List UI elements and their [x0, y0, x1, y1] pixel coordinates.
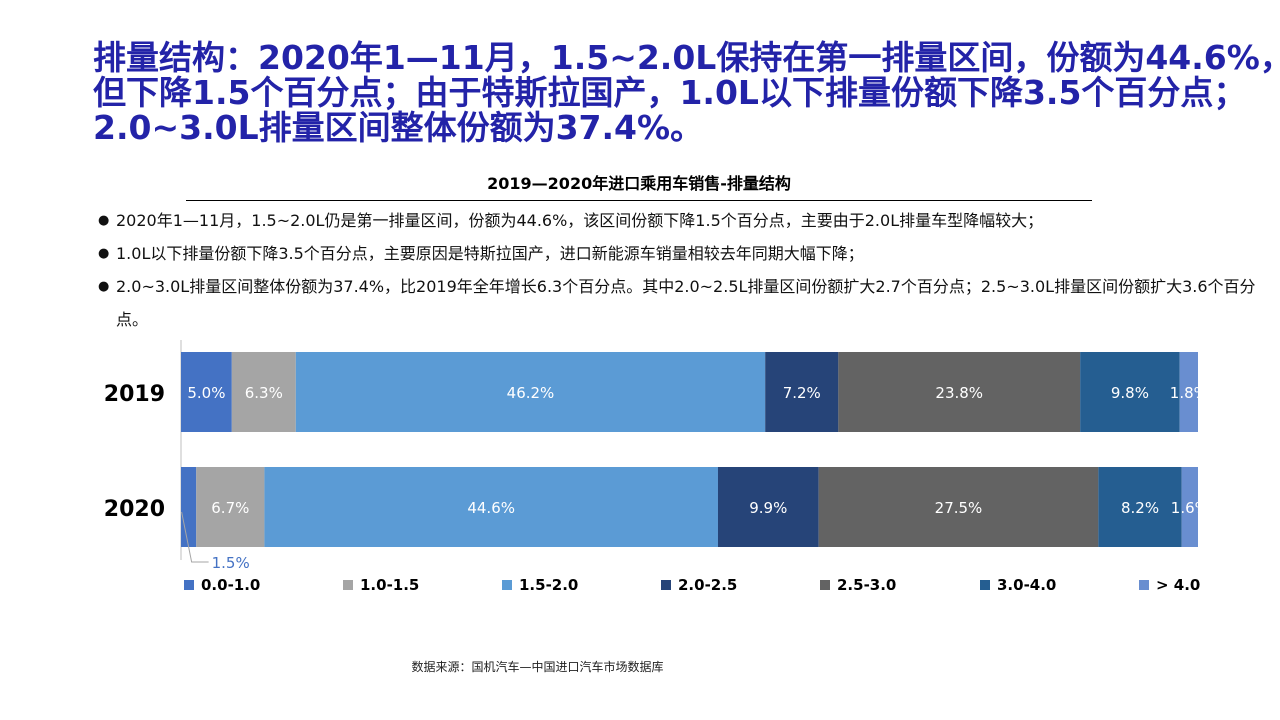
bar-segment: [264, 467, 718, 547]
legend-label: 1.5-2.0: [519, 576, 578, 594]
data-label: 7.2%: [783, 384, 821, 402]
bar-segment: [818, 467, 1099, 547]
headline: 排量结构：2020年1—11月，1.5~2.0L保持在第一排量区间，份额为44.…: [93, 38, 1280, 147]
legend-swatch: [502, 580, 512, 590]
category-label: 2019: [104, 382, 165, 407]
displacement-structure-chart: 2019 5.0% 6.3% 46.2% 7.2% 23.8% 9.8% 1.8% 2020 1.…: [104, 340, 1209, 594]
data-label: 5.0%: [187, 384, 225, 402]
legend-swatch: [820, 580, 830, 590]
bar-segment: [231, 352, 296, 432]
subtitle-divider: [186, 200, 1092, 201]
data-label: 44.6%: [467, 499, 515, 517]
headline-line-1: 排量结构：2020年1—11月，1.5~2.0L保持在第一排量区间，份额为44.…: [93, 38, 1280, 77]
legend-label: 2.0-2.5: [678, 576, 737, 594]
legend-label: 3.0-4.0: [997, 576, 1056, 594]
legend-swatch: [661, 580, 671, 590]
data-label: 1.8%: [1170, 384, 1208, 402]
data-label: 8.2%: [1121, 499, 1159, 517]
bullet-item: 2.0~3.0L排量区间整体份额为37.4%，比2019年全年增长6.3个百分点…: [98, 270, 1258, 336]
bar-segment: [838, 352, 1081, 432]
bar-segment: [1098, 467, 1182, 547]
bar-segment: [765, 352, 839, 432]
bar-segment: [181, 352, 232, 432]
legend-swatch: [1139, 580, 1149, 590]
legend-swatch: [980, 580, 990, 590]
data-label-callout: 1.5%: [212, 554, 250, 572]
headline-line-2: 但下降1.5个百分点；由于特斯拉国产，1.0L以下排量份额下降3.5个百分点；: [93, 73, 1247, 112]
data-label: 9.9%: [749, 499, 787, 517]
bar-segment: [295, 352, 766, 432]
data-label: 6.7%: [211, 499, 249, 517]
headline-line-3: 2.0~3.0L排量区间整体份额为37.4%。: [93, 108, 704, 147]
legend-swatch: [343, 580, 353, 590]
bar-segment: [196, 467, 265, 547]
chart-subtitle: 2019—2020年进口乘用车销售-排量结构: [487, 174, 791, 193]
bar-segment: [717, 467, 819, 547]
data-label: 23.8%: [935, 384, 983, 402]
bar-segment: [1181, 467, 1198, 547]
data-label: 46.2%: [507, 384, 555, 402]
data-source: 数据来源：国机汽车—中国进口汽车市场数据库: [411, 660, 664, 674]
data-label: 9.8%: [1111, 384, 1149, 402]
data-label: 27.5%: [935, 499, 983, 517]
bar-segment: [1080, 352, 1180, 432]
bar-segment: [1179, 352, 1198, 432]
bullet-list: 2020年1—11月，1.5~2.0L仍是第一排量区间，份额为44.6%，该区间…: [98, 204, 1258, 336]
bullet-item: 2020年1—11月，1.5~2.0L仍是第一排量区间，份额为44.6%，该区间…: [98, 204, 1258, 237]
legend-label: > 4.0: [1156, 576, 1200, 594]
legend-swatch: [184, 580, 194, 590]
data-label: 1.6%: [1171, 499, 1209, 517]
bullet-item: 1.0L以下排量份额下降3.5个百分点，主要原因是特斯拉国产，进口新能源车销量相…: [98, 237, 1258, 270]
legend-label: 0.0-1.0: [201, 576, 260, 594]
legend-label: 1.0-1.5: [360, 576, 419, 594]
data-label: 6.3%: [245, 384, 283, 402]
legend-label: 2.5-3.0: [837, 576, 896, 594]
bar-segment: [181, 467, 197, 547]
callout-leader-line: [181, 511, 209, 563]
category-label: 2020: [104, 497, 165, 522]
